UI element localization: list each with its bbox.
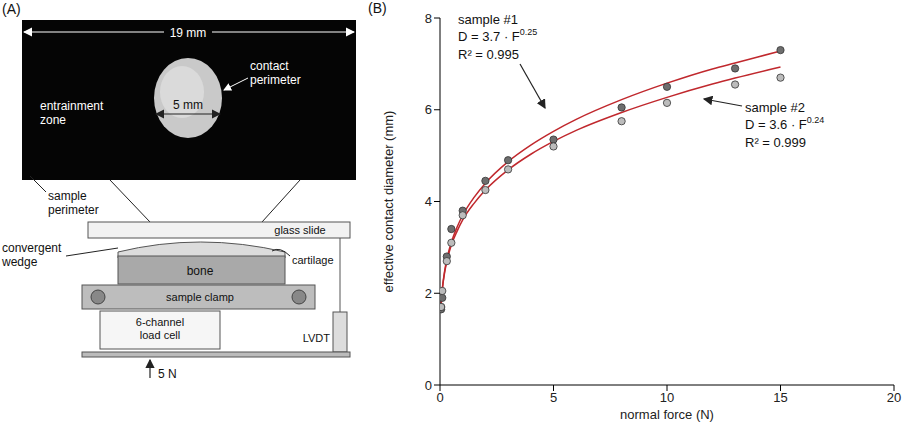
svg-text:2: 2 [425,286,432,301]
svg-text:sample clamp: sample clamp [166,291,234,303]
svg-text:15: 15 [773,390,787,405]
svg-text:sampleperimeter: sampleperimeter [48,189,99,217]
svg-text:cartilage: cartilage [292,254,334,266]
svg-text:0: 0 [425,378,432,393]
svg-text:normal force (N): normal force (N) [620,407,714,422]
svg-text:6: 6 [425,102,432,117]
svg-text:D = 3.6 · F0.24: D = 3.6 · F0.24 [745,115,824,132]
svg-text:19 mm: 19 mm [170,26,207,40]
svg-text:effective contact diameter (mm: effective contact diameter (mm) [381,111,396,293]
svg-text:5 N: 5 N [158,367,177,381]
svg-text:20: 20 [887,390,901,405]
svg-text:entrainmentzone: entrainmentzone [40,99,104,127]
svg-text:contactperimeter: contactperimeter [250,59,301,87]
svg-text:0: 0 [436,390,443,405]
svg-text:4: 4 [425,194,432,209]
svg-text:R² = 0.995: R² = 0.995 [458,47,519,62]
svg-text:6-channelload cell: 6-channelload cell [136,316,184,341]
svg-text:8: 8 [425,11,432,26]
svg-text:bone: bone [187,264,214,278]
svg-text:convergentwedge: convergentwedge [1,241,62,269]
svg-text:sample #2: sample #2 [745,100,805,115]
svg-text:glass slide: glass slide [274,224,325,236]
svg-text:(A): (A) [2,1,21,17]
svg-text:10: 10 [660,390,674,405]
svg-text:LVDT: LVDT [303,332,331,344]
svg-text:D = 3.7 · F0.25: D = 3.7 · F0.25 [458,27,537,44]
svg-text:5: 5 [550,390,557,405]
svg-text:R² = 0.999: R² = 0.999 [745,135,806,150]
svg-text:5 mm: 5 mm [173,98,203,112]
svg-text:sample #1: sample #1 [458,12,518,27]
html-text:(B): (B) [368,0,387,16]
